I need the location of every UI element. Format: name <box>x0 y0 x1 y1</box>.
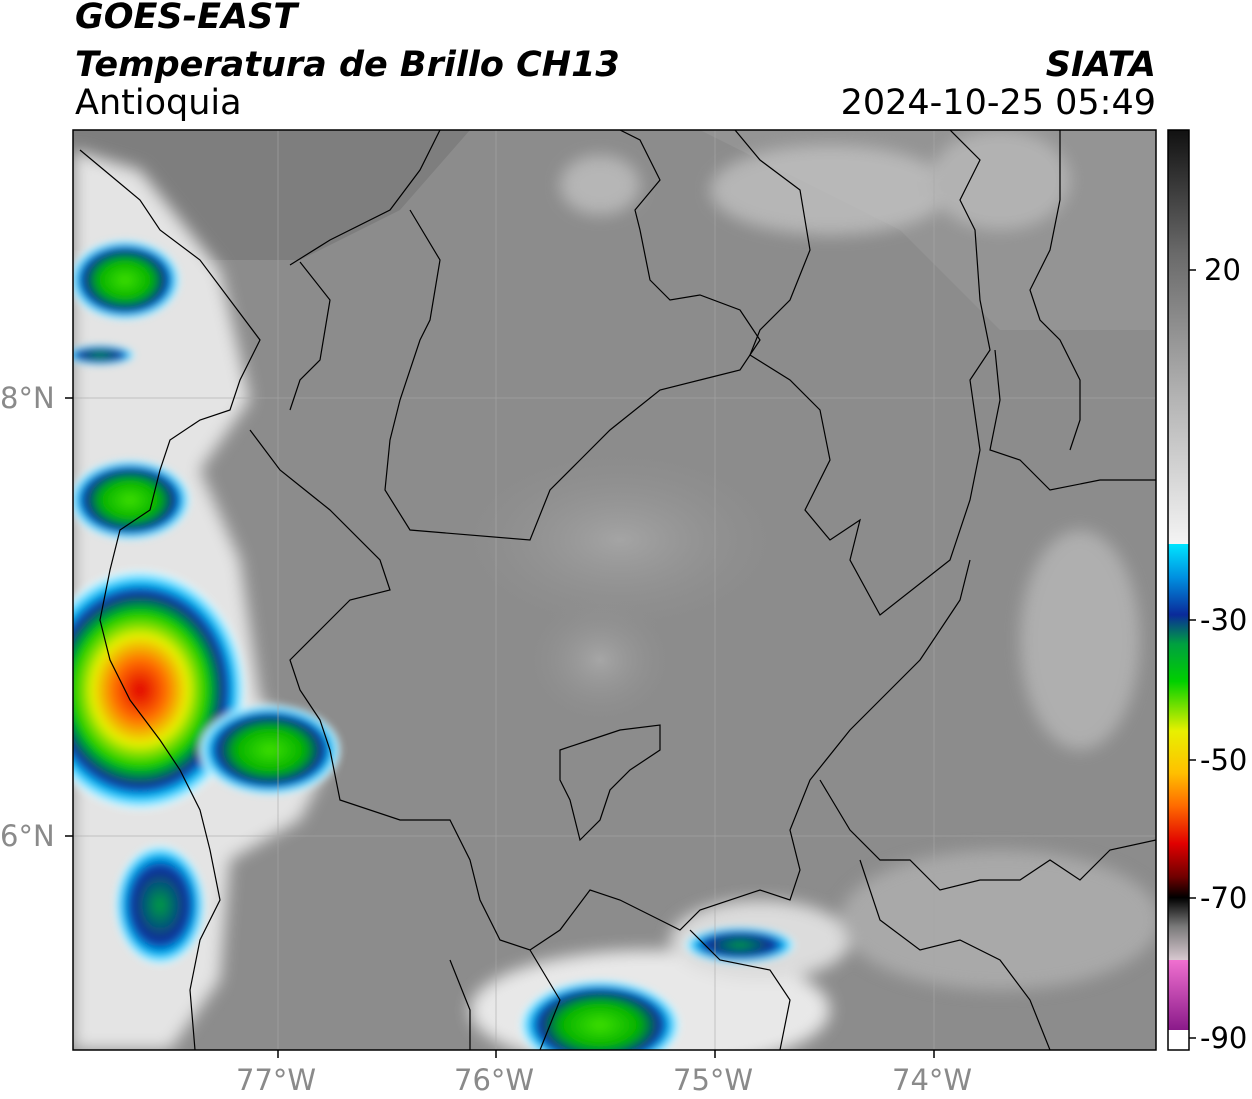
satellite-imagery <box>73 130 1156 1050</box>
colorbar-label-minus90: -90 <box>1200 1021 1248 1055</box>
lon-label-75w: 75°W <box>673 1063 754 1097</box>
lat-label-8n: 8°N <box>0 381 55 415</box>
graticule <box>73 130 1156 1050</box>
boundaries <box>79 130 1156 1050</box>
axis-ticks <box>65 397 935 1058</box>
colorbar-label-minus30: -30 <box>1200 603 1248 637</box>
colorbar-label-minus50: -50 <box>1200 743 1248 777</box>
agency-label: SIATA <box>1045 45 1156 85</box>
colorbar <box>1167 129 1196 1051</box>
colorbar-label-minus70: -70 <box>1200 881 1248 915</box>
product-title: Temperatura de Brillo CH13 <box>75 45 620 85</box>
lon-label-76w: 76°W <box>454 1063 535 1097</box>
map-frame <box>72 129 1157 1051</box>
lon-label-77w: 77°W <box>236 1063 317 1097</box>
timestamp-label: 2024-10-25 05:49 <box>840 83 1156 123</box>
region-label: Antioquia <box>75 83 242 123</box>
lon-label-74w: 74°W <box>892 1063 973 1097</box>
satellite-title: GOES-EAST <box>75 0 298 37</box>
colorbar-label-20: 20 <box>1204 253 1241 287</box>
lat-label-6n: 6°N <box>0 819 55 853</box>
